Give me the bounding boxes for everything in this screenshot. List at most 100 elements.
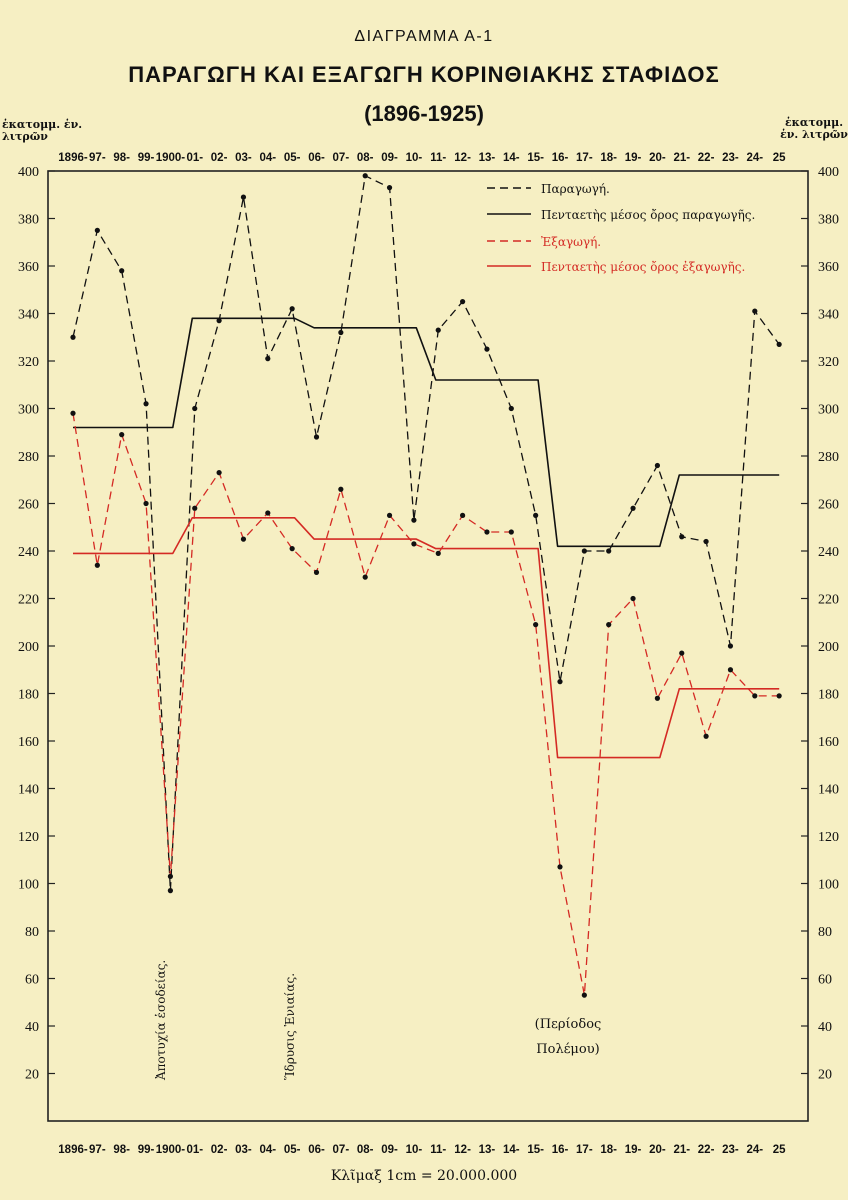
x-tick-label-bottom: 24- (746, 1144, 763, 1156)
y-tick-label-right: 220 (818, 593, 839, 608)
x-tick-label-bottom: 10- (406, 1144, 423, 1156)
data-point (143, 401, 149, 407)
series-line-2 (72, 413, 780, 996)
x-tick-label-bottom: 98- (113, 1144, 130, 1156)
data-point (338, 486, 344, 492)
data-point (606, 622, 612, 628)
x-tick-label-top: 25 (773, 152, 786, 164)
x-tick-label-top: 20- (649, 152, 666, 164)
data-point (94, 227, 100, 233)
data-point (119, 432, 125, 438)
data-point (776, 341, 782, 347)
y-tick-label-left: 180 (18, 688, 39, 703)
x-tick-label-bottom: 23- (722, 1144, 739, 1156)
diagram-number: ΔΙΑΓΡΑΜΜΑ Α-1 (354, 28, 494, 45)
data-point (484, 529, 490, 535)
x-tick-label-top: 02- (211, 152, 228, 164)
data-point (94, 562, 100, 568)
x-tick-label-bottom: 09- (381, 1144, 398, 1156)
data-point (70, 410, 76, 416)
x-tick-label-bottom: 12- (454, 1144, 471, 1156)
x-tick-label-top: 98- (113, 152, 130, 164)
y-tick-label-left: 160 (18, 735, 39, 750)
x-tick-label-top: 1900- (156, 152, 186, 164)
y-tick-label-left: 60 (25, 973, 39, 988)
x-tick-label-bottom: 11- (430, 1144, 446, 1156)
data-point (484, 346, 490, 352)
x-tick-label-top: 03- (235, 152, 252, 164)
y-tick-label-right: 140 (818, 783, 839, 798)
y-tick-label-right: 60 (818, 973, 832, 988)
x-tick-label-bottom: 18- (600, 1144, 617, 1156)
x-tick-label-bottom: 20- (649, 1144, 666, 1156)
annotation-founding: Ἵδρυσις Ἑνιαίας. (283, 973, 297, 1080)
legend-label: Πενταετὴς μέσος ὄρος ἐξαγωγῆς. (541, 260, 745, 274)
data-point (192, 405, 198, 412)
data-point (581, 548, 587, 554)
x-tick-label-bottom: 1900- (156, 1144, 186, 1156)
data-point (386, 185, 393, 191)
data-point (703, 538, 709, 545)
data-point (289, 546, 295, 552)
x-tick-label-bottom: 07- (333, 1144, 350, 1156)
legend-label: Παραγωγή. (541, 182, 610, 196)
data-point (460, 512, 466, 518)
y-tick-label-left: 220 (18, 593, 39, 608)
data-point (167, 873, 173, 879)
x-tick-label-bottom: 19- (625, 1144, 642, 1156)
y-tick-label-left: 400 (18, 165, 39, 180)
x-tick-label-bottom: 14- (503, 1144, 520, 1156)
x-tick-label-bottom: 17- (576, 1144, 593, 1156)
y-tick-label-left: 340 (18, 308, 39, 323)
y-tick-label-left: 300 (18, 403, 39, 418)
data-point (508, 529, 514, 535)
x-tick-label-bottom: 97- (89, 1144, 106, 1156)
data-point (776, 693, 782, 699)
data-point (581, 992, 587, 998)
y-tick-label-right: 260 (818, 498, 839, 513)
x-tick-label-top: 24- (746, 152, 763, 164)
data-point (192, 505, 198, 511)
data-point (435, 550, 441, 556)
y-tick-label-left: 120 (18, 830, 39, 845)
x-tick-label-top: 12- (454, 152, 471, 164)
x-tick-label-top: 21- (673, 152, 690, 164)
legend-label: Πενταετὴς μέσος ὄρος παραγωγῆς. (541, 208, 755, 222)
data-point (240, 536, 247, 542)
x-tick-label-bottom: 99- (138, 1144, 155, 1156)
y-tick-label-left: 320 (18, 355, 39, 370)
data-point (411, 517, 417, 523)
x-tick-label-bottom: 15- (527, 1144, 544, 1156)
x-tick-label-top: 19- (625, 152, 642, 164)
x-tick-label-bottom: 16- (552, 1144, 569, 1156)
data-point (143, 500, 149, 507)
y-tick-label-right: 20 (818, 1068, 832, 1083)
annotation-war-period: (Περίοδος (535, 1017, 602, 1032)
y-tick-label-right: 300 (818, 403, 839, 418)
y-axis-label-right: ἑκατομμ. ἑν. λιτρῶν (780, 116, 848, 141)
x-tick-label-bottom: 13- (479, 1144, 496, 1156)
data-point (727, 643, 734, 649)
y-tick-label-left: 100 (18, 878, 39, 893)
data-point (630, 595, 636, 602)
data-point (240, 194, 247, 200)
y-tick-label-left: 240 (18, 545, 39, 560)
data-point (119, 268, 125, 274)
data-point (557, 864, 563, 870)
x-tick-label-top: 97- (89, 152, 106, 164)
x-tick-label-top: 04- (259, 152, 276, 164)
data-point (216, 318, 222, 324)
y-tick-label-left: 140 (18, 783, 39, 798)
data-point (265, 510, 271, 516)
y-tick-label-right: 80 (818, 925, 832, 940)
data-point (727, 667, 734, 673)
annotation-war-period-2: Πολέμου) (536, 1042, 599, 1057)
y-tick-label-right: 400 (818, 165, 839, 180)
y-tick-label-right: 320 (818, 355, 839, 370)
x-tick-label-top: 01- (186, 152, 203, 164)
y-tick-label-right: 280 (818, 450, 839, 465)
annotation-crop-failure: Ἀποτυχία ἑσοδείας. (154, 960, 168, 1081)
data-point (703, 733, 709, 739)
data-point (460, 299, 466, 305)
